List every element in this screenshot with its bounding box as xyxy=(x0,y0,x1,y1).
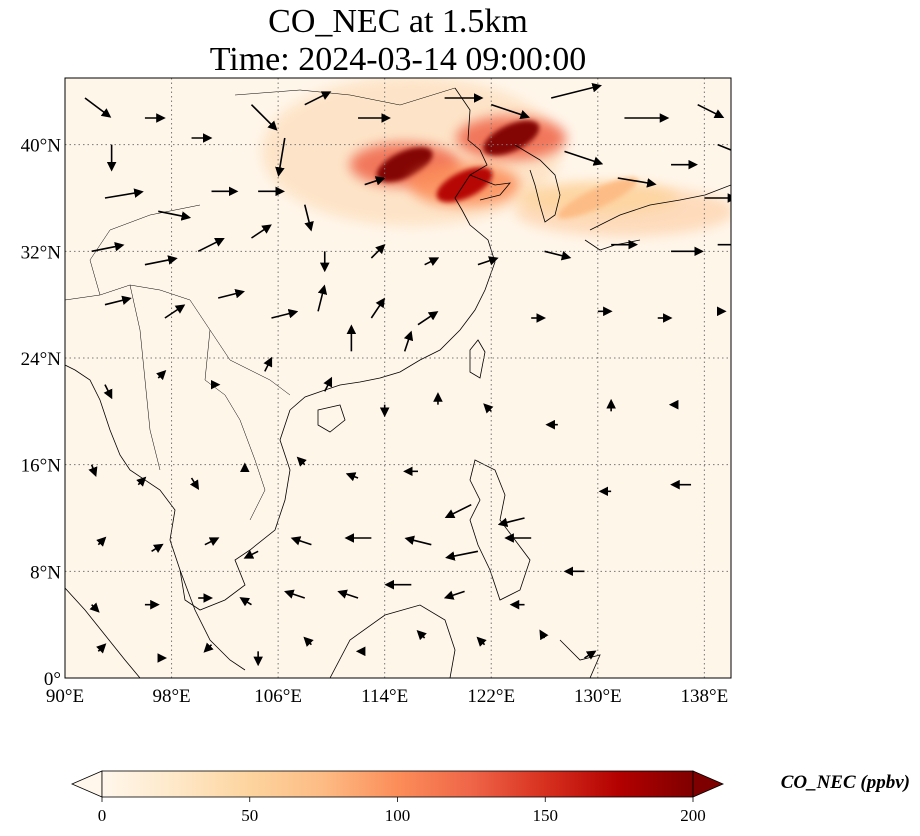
wind-arrow xyxy=(197,238,225,253)
wind-arrow xyxy=(103,384,113,400)
wind-arrow xyxy=(96,536,107,547)
wind-arrow xyxy=(444,503,472,518)
wind-arrow xyxy=(151,543,164,553)
wind-arrow xyxy=(204,537,220,546)
wind-arrow xyxy=(539,629,549,641)
wind-arrow xyxy=(303,636,314,647)
wind-arrow xyxy=(550,82,602,99)
map-subtitle-time: Time: 2024-03-14 09:00:00 xyxy=(209,41,587,78)
lat-tick-label: 0° xyxy=(44,669,61,690)
wind-arrow xyxy=(144,255,178,266)
wind-arrow xyxy=(476,636,487,647)
gridlines xyxy=(65,78,731,678)
longitude-tick-labels: 90°E 98°E 106°E 114°E 122°E 130°E 138°E xyxy=(46,686,728,707)
wind-arrow xyxy=(303,204,314,232)
wind-arrow xyxy=(263,356,273,372)
latitude-tick-labels: 0° 8°N 16°N 24°N 32°N 40°N xyxy=(21,136,62,690)
wind-arrow xyxy=(304,91,332,106)
wind-arrow xyxy=(91,241,125,253)
wind-arrow xyxy=(490,103,530,120)
wind-arrow xyxy=(483,403,494,414)
wind-arrow xyxy=(89,602,100,613)
wind-arrow xyxy=(370,243,386,259)
coastlines xyxy=(65,87,731,678)
co-concentration-field xyxy=(261,78,731,237)
lon-tick-label: 90°E xyxy=(46,686,84,707)
wind-arrow xyxy=(136,476,147,487)
wind-arrow xyxy=(697,103,725,118)
wind-arrow xyxy=(250,104,278,131)
wind-arrow xyxy=(323,376,333,392)
map-frame xyxy=(64,77,732,679)
colorbar: 0 50 100 150 200 CO_NEC (ppbv) xyxy=(70,770,910,825)
wind-arrow xyxy=(544,250,572,261)
wind-arrow xyxy=(284,589,306,599)
colorbar-tick-label: 100 xyxy=(385,806,411,825)
wind-arrow xyxy=(717,143,731,151)
wind-arrow xyxy=(445,550,479,561)
lon-tick-label: 130°E xyxy=(574,686,622,707)
wind-arrow xyxy=(158,210,192,221)
wind-arrow xyxy=(104,295,132,306)
colorbar-ticks: 0 50 100 150 200 xyxy=(98,797,706,825)
lon-tick-label: 138°E xyxy=(681,686,729,707)
map-title: CO_NEC at 1.5km xyxy=(268,3,528,40)
wind-arrow xyxy=(403,330,414,352)
lon-tick-label: 122°E xyxy=(467,686,515,707)
co-region-core-0 xyxy=(376,147,433,183)
wind-arrow xyxy=(290,536,312,546)
lat-tick-label: 8°N xyxy=(30,562,61,583)
wind-arrow xyxy=(617,177,657,188)
lon-tick-label: 114°E xyxy=(361,686,408,707)
wind-arrow xyxy=(337,589,359,599)
wind-arrow xyxy=(404,535,432,546)
wind-arrow xyxy=(416,629,427,641)
colorbar-tick-label: 0 xyxy=(98,806,107,825)
wind-arrow xyxy=(243,550,259,559)
colorbar-gradient xyxy=(101,770,694,798)
lat-tick-label: 24°N xyxy=(21,349,62,370)
wind-arrow xyxy=(251,224,272,239)
wind-arrow xyxy=(296,456,307,467)
wind-arrow xyxy=(189,477,200,491)
wind-arrow xyxy=(156,369,167,381)
wind-arrow xyxy=(584,650,597,660)
colorbar-tick-label: 50 xyxy=(241,806,258,825)
colorbar-tick-label: 200 xyxy=(680,806,706,825)
lat-tick-label: 40°N xyxy=(21,136,62,157)
wind-arrow xyxy=(345,472,359,482)
wind-arrow xyxy=(370,297,385,319)
lat-tick-label: 32°N xyxy=(21,242,62,263)
wind-arrow xyxy=(564,150,604,166)
wind-arrow xyxy=(88,464,98,477)
wind-arrow xyxy=(203,642,214,653)
wind-arrow xyxy=(96,643,107,654)
co-region-core-2 xyxy=(436,167,493,203)
wind-arrow xyxy=(239,597,252,607)
wind-arrow xyxy=(443,590,465,600)
colorbar-label: CO_NEC (ppbv) xyxy=(781,772,910,793)
wind-arrow xyxy=(164,304,186,319)
wind-arrow xyxy=(271,308,299,319)
wind-arrow xyxy=(104,188,144,199)
colorbar-tick-label: 150 xyxy=(533,806,559,825)
wind-arrow xyxy=(364,176,386,186)
wind-arrow xyxy=(317,284,328,312)
wind-arrow xyxy=(477,256,499,266)
wind-vectors xyxy=(84,82,731,667)
lat-tick-label: 16°N xyxy=(21,456,62,477)
wind-arrow xyxy=(84,97,112,118)
co-region-core-3 xyxy=(557,177,638,219)
colorbar-extend-high xyxy=(692,770,725,798)
wind-arrow xyxy=(275,137,286,177)
wind-arrow xyxy=(217,288,245,299)
wind-arrow xyxy=(417,311,439,326)
lon-tick-label: 106°E xyxy=(254,686,302,707)
wind-arrow xyxy=(497,517,525,528)
wind-arrow xyxy=(424,257,440,266)
co-region-core-1 xyxy=(483,120,540,156)
colorbar-extend-low xyxy=(70,770,103,798)
lon-tick-label: 98°E xyxy=(152,686,190,707)
